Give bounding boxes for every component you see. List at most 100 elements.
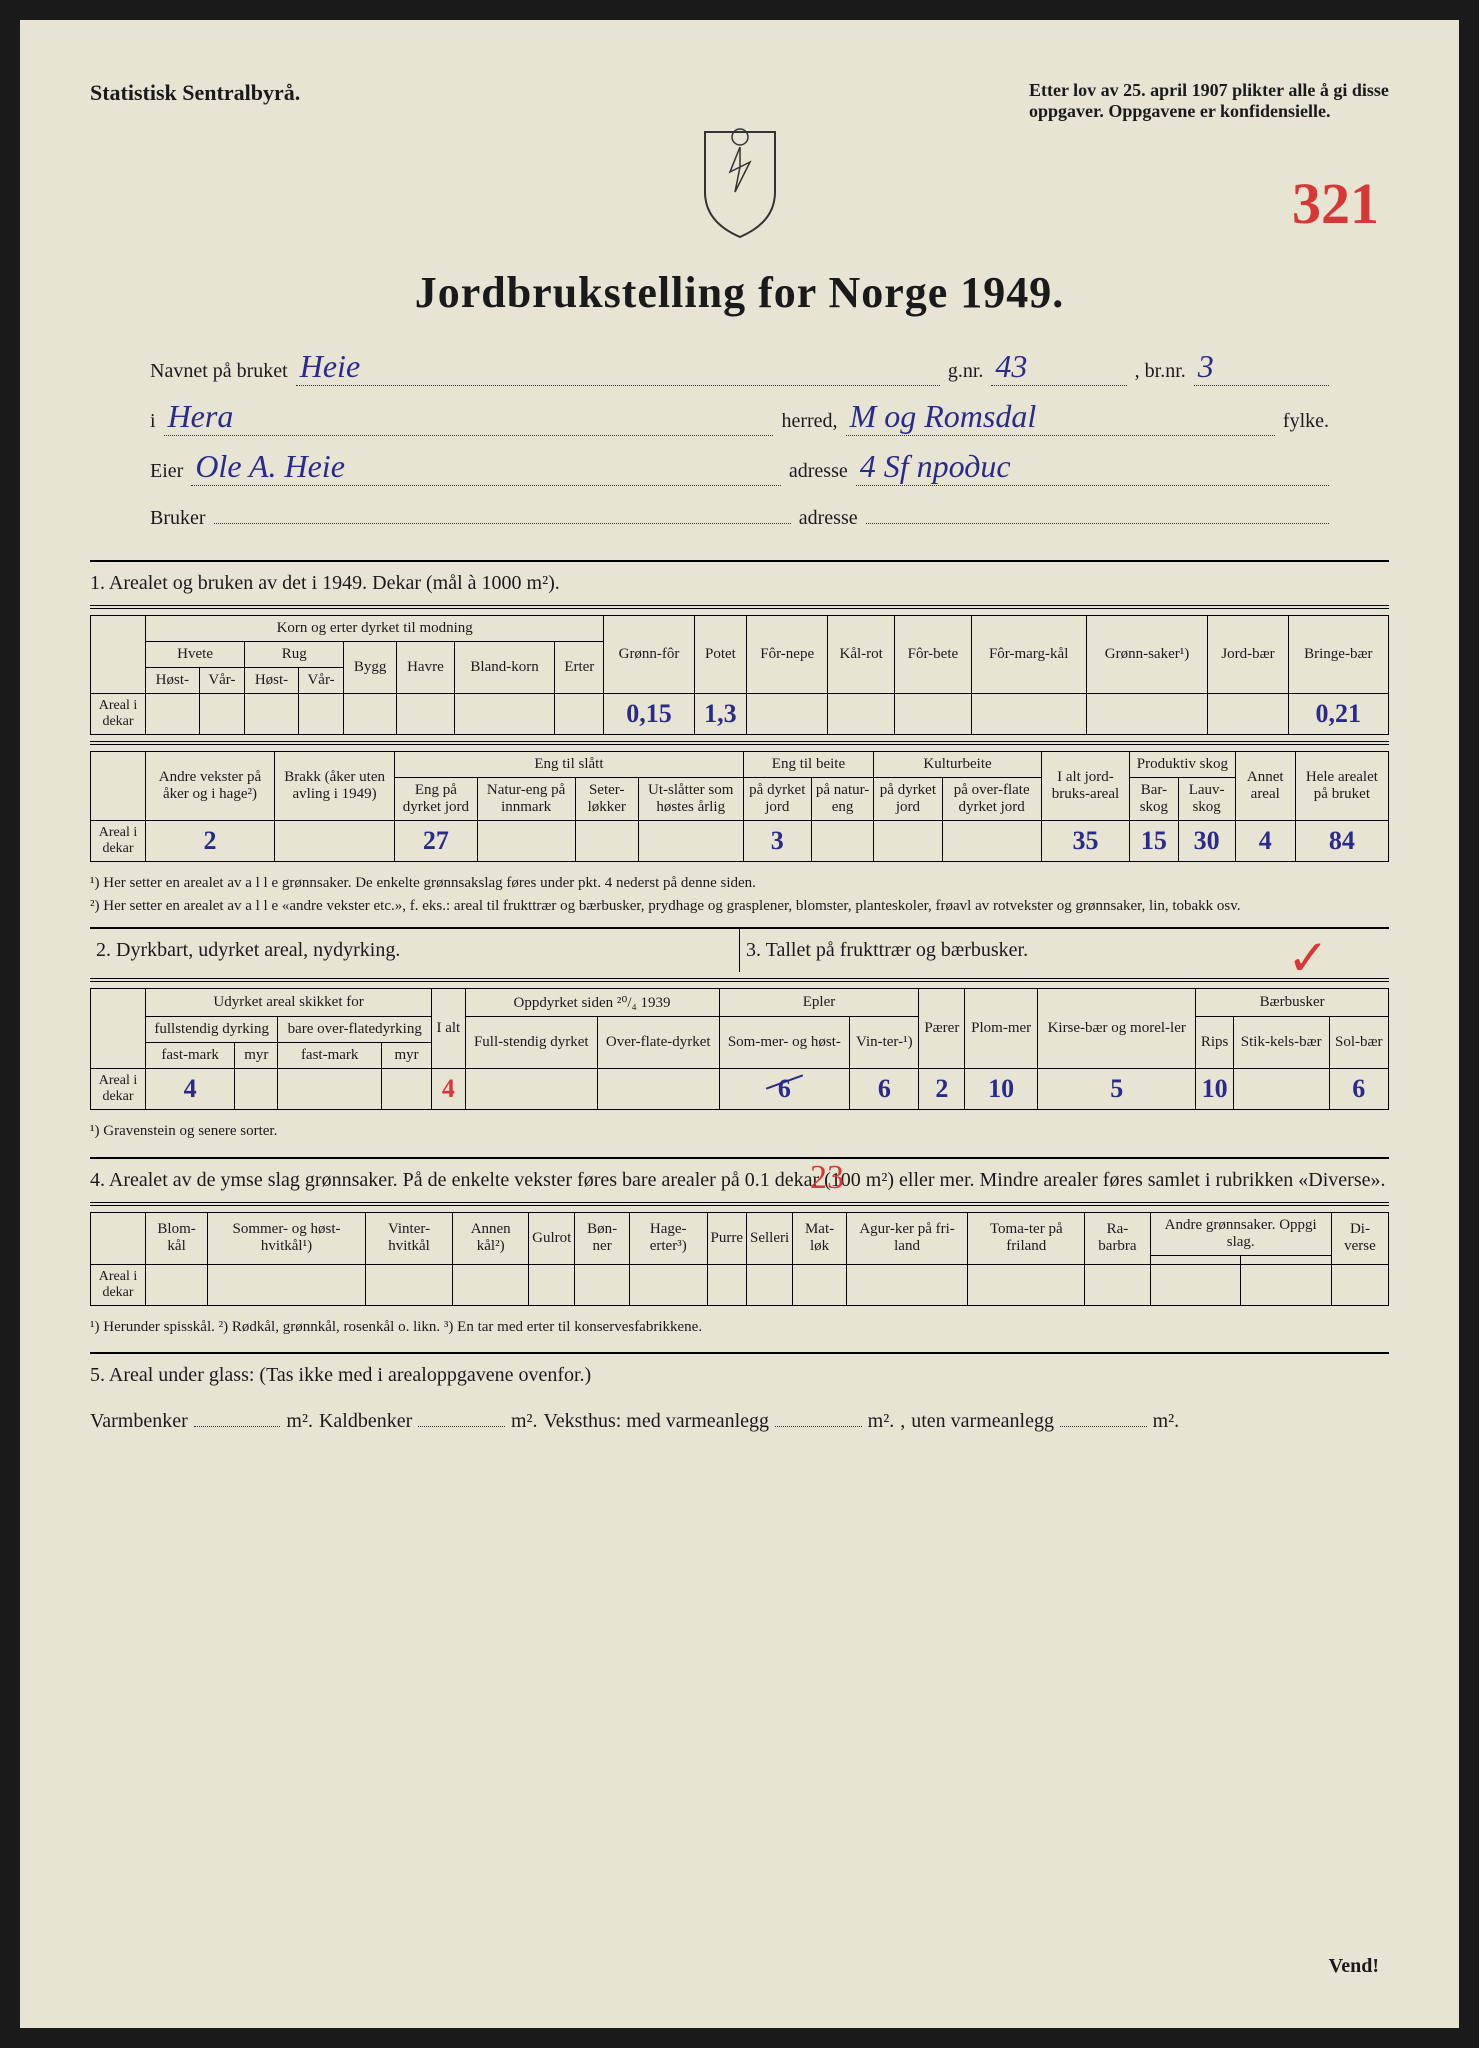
th-jordbaer: Jord-bær (1208, 616, 1288, 694)
red-annotation-number: 321 (1292, 170, 1379, 237)
gnr-value: 43 (995, 348, 1027, 384)
val-bringebaer: 0,21 (1288, 694, 1388, 735)
th-kalrot: Kål-rot (828, 616, 895, 694)
th-host1: Høst- (146, 668, 200, 694)
th-tomater: Toma-ter på friland (968, 1212, 1085, 1264)
th-rabarbra: Ra-barbra (1085, 1212, 1150, 1264)
th-lauvskog: Lauv-skog (1178, 778, 1235, 821)
th-hageerter: Hage-erter³) (629, 1212, 707, 1264)
th-plommer: Plom-mer (965, 989, 1038, 1069)
val-sommer: 6 (719, 1069, 850, 1110)
th-barskog: Bar-skog (1130, 778, 1179, 821)
val-vinter: 6 (850, 1069, 919, 1110)
th-baer: Bærbusker (1196, 989, 1389, 1017)
th-potet: Potet (694, 616, 747, 694)
section2-footnote: ¹) Gravenstein og senere sorter. (90, 1120, 1389, 1143)
th-bygg: Bygg (344, 642, 397, 694)
parish-value: Hera (168, 398, 234, 434)
table-1b-land: Andre vekster på åker og i hage²) Brakk … (90, 751, 1389, 862)
th-rug: Rug (245, 642, 344, 668)
farm-name-label: Navnet på bruket (150, 360, 288, 383)
th-engdyrket: Eng på dyrket jord (395, 778, 477, 821)
th-natureng: Natur-eng på innmark (477, 778, 575, 821)
m2-4: m². (1153, 1410, 1180, 1433)
address2-label: adresse (799, 507, 858, 530)
th-blandkorn: Bland-korn (454, 642, 554, 694)
m2-2: m². (511, 1410, 538, 1433)
th-utslatter: Ut-slåtter som høstes årlig (638, 778, 743, 821)
table-1a-grain: Korn og erter dyrket til modning Grønn-f… (90, 615, 1389, 735)
address-label: adresse (789, 460, 848, 483)
row-areal-4: Areal i dekar (91, 1264, 146, 1305)
th-stikkels: Stik-kels-bær (1233, 1017, 1329, 1069)
th-udyrket: Udyrket areal skikket for (146, 989, 432, 1017)
herred-label: herred, (781, 410, 837, 433)
th-korn: Korn og erter dyrket til modning (146, 616, 604, 642)
val-ialt2: 4 (432, 1069, 465, 1110)
th-myr2: myr (382, 1043, 432, 1069)
th-engslatt: Eng til slått (395, 752, 743, 778)
th-forbete: Fôr-bete (895, 616, 972, 694)
glass-area-line: Varmbenker m². Kaldbenker m². Veksthus: … (90, 1401, 1389, 1433)
th-fast2: fast-mark (278, 1043, 382, 1069)
row-areal-23: Areal i dekar (91, 1069, 146, 1110)
val-barskog: 15 (1130, 821, 1179, 862)
val-plommer: 10 (965, 1069, 1038, 1110)
val-ialt: 35 (1041, 821, 1129, 862)
th-var2: Vår- (298, 668, 343, 694)
th-fast1: fast-mark (146, 1043, 235, 1069)
owner-label: Eier (150, 460, 183, 483)
th-overdyrket: Over-flate-dyrket (597, 1017, 719, 1069)
red-annotation-23: 23 (810, 1159, 844, 1197)
th-oppdyrket: Oppdyrket siden ²⁰/₄ 1939 (465, 989, 719, 1017)
th-gulrot: Gulrot (529, 1212, 575, 1264)
county-value: M og Romsdal (850, 398, 1037, 434)
th-formargkal: Fôr-marg-kål (971, 616, 1086, 694)
val-beite: 3 (743, 821, 811, 862)
th-vinterkal: Vinter-hvitkål (365, 1212, 452, 1264)
section4-heading: 4. Arealet av de ymse slag grønnsaker. P… (90, 1157, 1389, 1192)
th-selleri: Selleri (747, 1212, 793, 1264)
th-vinter: Vin-ter-¹) (850, 1017, 919, 1069)
th-agurker: Agur-ker på fri-land (846, 1212, 967, 1264)
section1-footnotes: ¹) Her setter en arealet av a l l e grøn… (90, 872, 1389, 917)
th-erter: Erter (555, 642, 604, 694)
turn-page-label: Vend! (1329, 1955, 1379, 1978)
fn2: ²) Her setter en arealet av a l l e «and… (90, 895, 1389, 918)
th-sommer: Som-mer- og høst- (719, 1017, 850, 1069)
section1-heading: 1. Arealet og bruken av det i 1949. Deka… (90, 560, 1389, 595)
uten-label: uten varmeanlegg (911, 1410, 1054, 1433)
coat-of-arms-icon (90, 122, 1389, 247)
th-matlok: Mat-løk (793, 1212, 847, 1264)
th-bare: bare over-flatedyrking (278, 1017, 432, 1043)
th-engbeite: Eng til beite (743, 752, 874, 778)
th-fullst: fullstendig dyrking (146, 1017, 278, 1043)
th-paerer: Pærer (919, 989, 965, 1069)
val-gronnfor: 0,15 (604, 694, 694, 735)
row-areal-1a: Areal i dekar (91, 694, 146, 735)
kaldbenker-label: Kaldbenker (319, 1410, 412, 1433)
identification-block: Navnet på bruket Heie g.nr. 43 , br.nr. … (150, 348, 1329, 530)
th-ialt2: I alt (432, 989, 465, 1069)
val-engdyrket: 27 (395, 821, 477, 862)
row-areal-1b: Areal i dekar (91, 821, 146, 862)
th-kirse: Kirse-bær og morel-ler (1038, 989, 1196, 1069)
th-hele: Hele arealet på bruket (1295, 752, 1388, 821)
m2-3: m². (868, 1410, 895, 1433)
th-fornepe: Fôr-nepe (747, 616, 828, 694)
val-andre: 2 (146, 821, 275, 862)
th-seter: Seter-løkker (575, 778, 638, 821)
user-label: Bruker (150, 507, 206, 530)
farm-name-value: Heie (300, 348, 360, 384)
val-kirse: 5 (1038, 1069, 1196, 1110)
th-padyrket2: på dyrket jord (874, 778, 942, 821)
fn1: ¹) Her setter en arealet av a l l e grøn… (90, 872, 1389, 895)
table-4-vegetables: Blom-kål Sommer- og høst-hvitkål¹) Vinte… (90, 1212, 1389, 1306)
th-bonner: Bøn-ner (575, 1212, 630, 1264)
address-value: 4 Sf продuc (860, 448, 1011, 484)
veksthus-label: Veksthus: med varmeanlegg (544, 1410, 770, 1433)
th-padyrket1: på dyrket jord (743, 778, 811, 821)
gnr-label: g.nr. (948, 360, 984, 383)
th-myr1: myr (235, 1043, 278, 1069)
th-hvete: Hvete (146, 642, 245, 668)
